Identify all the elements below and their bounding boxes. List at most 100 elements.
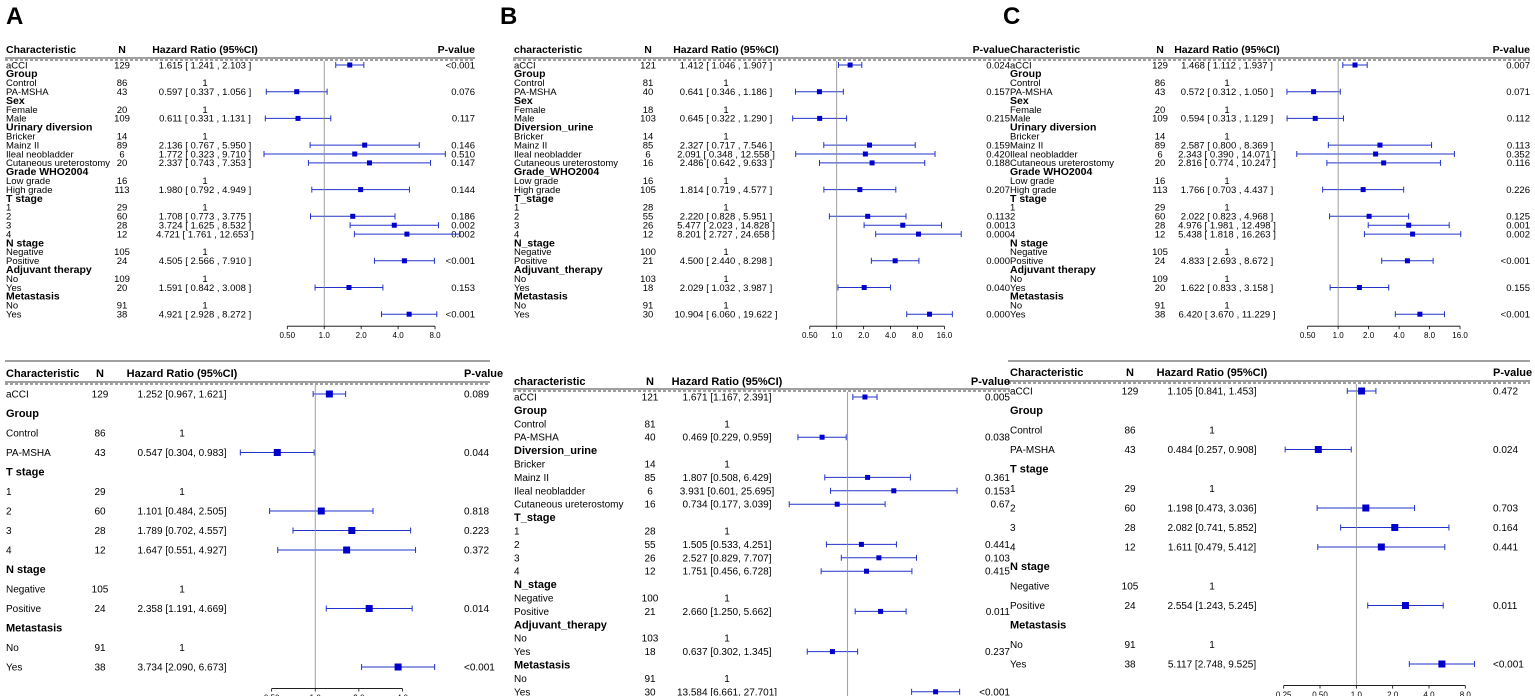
c-bottom-row-7-point xyxy=(1391,524,1399,531)
a-top-row-16-n: 29 xyxy=(117,203,128,214)
c-bottom-row-10-label: Negative xyxy=(1010,582,1050,593)
c-top-x-tick-label-2: 2.0 xyxy=(1363,331,1375,340)
c-top-row-22-pvalue: <0.001 xyxy=(1501,256,1530,267)
b-bottom-row-6-label: Mainz II xyxy=(514,473,549,484)
a-bottom-row-10-label: Negative xyxy=(6,585,46,596)
c-top-row-3-point xyxy=(1311,89,1317,95)
a-bottom-row-8-pvalue: 0.372 xyxy=(464,546,489,557)
a-top-row-25-n: 20 xyxy=(117,283,128,294)
c-bottom-row-3-point xyxy=(1314,446,1322,453)
b-bottom-row-22-label: Yes xyxy=(514,687,530,696)
b-top-row-12-heading: Grade_WHO2004 xyxy=(514,166,599,178)
b-top-row-8-n: 14 xyxy=(643,132,654,143)
b-bottom-row-12-n: 26 xyxy=(644,553,656,564)
a-top-row-5-hr-text: 1 xyxy=(202,105,207,116)
a-top-row-12-heading: Grade WHO2004 xyxy=(6,166,88,178)
a-bottom-row-0-pvalue: 0.089 xyxy=(464,390,489,401)
b-bottom-row-19-n: 18 xyxy=(644,647,656,658)
c-bottom-row-0-hr-text: 1.105 [0.841, 1.453] xyxy=(1168,387,1257,398)
c-top-row-8-hr-text: 1 xyxy=(1224,132,1229,143)
b-top-row-25-n: 18 xyxy=(643,283,654,294)
c-bottom-row-14-pvalue: <0.001 xyxy=(1493,660,1524,671)
c-bottom-row-7-label: 3 xyxy=(1010,523,1016,534)
c-top-row-11-label: Cutaneous ureterostomy xyxy=(1010,158,1114,169)
b-top-row-18-point xyxy=(900,222,906,228)
b-top-row-6-n: 103 xyxy=(640,114,656,125)
b-bottom-row-6-hr-text: 1.807 [0.508, 6.429] xyxy=(683,473,772,484)
a-top-row-3-label: PA-MSHA xyxy=(6,87,49,98)
a-bottom-row-3-point xyxy=(273,449,281,456)
a-top-row-10-pvalue: 0.510 xyxy=(451,149,475,160)
b-bottom-row-10-hr-text: 1 xyxy=(724,527,730,538)
b-bottom-row-4-heading: Diversion_urine xyxy=(514,445,597,457)
a-top-row-22-pvalue: <0.001 xyxy=(446,256,475,267)
b-bottom-row-12-hr-text: 2.527 [0.829, 7.707] xyxy=(683,553,772,564)
b-top-header-n: N xyxy=(644,44,652,56)
c-bottom-row-11-hr-text: 2.554 [1.243, 5.245] xyxy=(1168,601,1257,612)
c-bottom-row-0-pvalue: 0.472 xyxy=(1493,387,1518,398)
c-bottom-row-6-hr-text: 1.198 [0.473, 3.036] xyxy=(1168,504,1257,515)
b-top-row-3-pvalue: 0.157 xyxy=(986,87,1010,98)
c-top-row-1-heading: Group xyxy=(1010,68,1042,80)
a-bottom-row-12-heading: Metastasis xyxy=(6,623,62,635)
c-top-row-25-label: Yes xyxy=(1010,283,1026,294)
c-top-row-11-point xyxy=(1381,160,1387,166)
b-top-row-17-label: 2 xyxy=(514,212,519,223)
c-top-row-9-point xyxy=(1377,142,1383,148)
a-top-row-6-point xyxy=(295,115,301,121)
b-top-row-19-label: 4 xyxy=(514,229,519,240)
a-top-row-9-pvalue: 0.146 xyxy=(451,140,475,151)
a-top-row-19-point xyxy=(404,231,410,237)
b-bottom-row-11-label: 2 xyxy=(514,540,520,551)
c-top-row-0-pvalue: 0.007 xyxy=(1506,60,1530,71)
b-top-x-tick-label-1: 1.0 xyxy=(831,331,843,340)
c-bottom-row-14-hr-text: 5.117 [2.748, 9.525] xyxy=(1168,660,1256,671)
c-bottom-x-tick-label-2: 1.0 xyxy=(1351,691,1363,696)
a-top-row-9-n: 89 xyxy=(117,140,128,151)
a-top-row-13-label: Low grade xyxy=(6,176,50,187)
b-top-row-28-n: 30 xyxy=(643,310,654,321)
panel-label-a: A xyxy=(6,3,23,30)
b-bottom-row-22-pvalue: <0.001 xyxy=(979,687,1010,696)
b-top-row-16-label: 1 xyxy=(514,203,519,214)
a-top-row-13-n: 16 xyxy=(117,176,128,187)
b-top-row-11-pvalue: 0.188 xyxy=(986,158,1010,169)
c-top-row-28-point xyxy=(1417,311,1423,317)
c-top-row-4-heading: Sex xyxy=(1010,95,1029,107)
a-bottom-row-3-label: PA-MSHA xyxy=(6,448,51,459)
c-top-x-tick-label-0: 0.50 xyxy=(1300,331,1316,340)
b-bottom-row-16-label: Positive xyxy=(514,607,549,618)
b-bottom-row-14-heading: N_stage xyxy=(514,579,557,591)
b-top-row-22-n: 21 xyxy=(643,256,654,267)
a-top-row-5-n: 20 xyxy=(117,105,128,116)
a-top-row-15-heading: T stage xyxy=(6,193,43,205)
b-top-row-9-n: 85 xyxy=(643,140,654,151)
a-bottom-row-3-n: 43 xyxy=(94,448,106,459)
a-top-row-28-n: 38 xyxy=(117,310,128,321)
panel-label-c: C xyxy=(1003,3,1020,30)
c-top-row-22-point xyxy=(1404,258,1410,264)
b-top-row-2-label: Control xyxy=(514,78,545,89)
a-top-row-6-pvalue: 0.117 xyxy=(452,114,475,125)
c-top-row-9-pvalue: 0.113 xyxy=(1507,140,1530,151)
c-top-row-8-label: Bricker xyxy=(1010,132,1040,143)
a-bottom-x-tick-label-2: 2.0 xyxy=(353,694,365,696)
a-top-row-11-n: 20 xyxy=(117,158,128,169)
c-top-row-18-label: 3 xyxy=(1010,221,1015,232)
b-top-row-21-label: Negative xyxy=(514,247,552,258)
b-bottom-header-hr: Hazard Ratio (95%CI) xyxy=(672,376,783,388)
c-top-row-12-heading: Grade WHO2004 xyxy=(1010,166,1092,178)
a-bottom-row-0-hr-text: 1.252 [0.967, 1.621] xyxy=(138,390,227,401)
a-bottom-x-tick-label-0: 0.50 xyxy=(264,694,280,696)
b-top-row-27-label: No xyxy=(514,301,526,312)
b-bottom-row-15-hr-text: 1 xyxy=(724,594,730,605)
b-top-row-22-point xyxy=(892,258,898,264)
b-top-row-14-hr-text: 1.814 [ 0.719 , 4.577 ] xyxy=(680,185,772,196)
c-bottom-row-1-heading: Group xyxy=(1010,405,1043,417)
b-top-x-tick-label-3: 4.0 xyxy=(885,331,897,340)
c-top-x-tick-label-3: 4.0 xyxy=(1394,331,1406,340)
c-top-row-16-hr-text: 1 xyxy=(1224,203,1229,214)
b-bottom-row-1-heading: Group xyxy=(514,405,547,417)
a-bottom-row-7-point xyxy=(348,527,356,534)
c-bottom-row-10-n: 105 xyxy=(1122,582,1139,593)
